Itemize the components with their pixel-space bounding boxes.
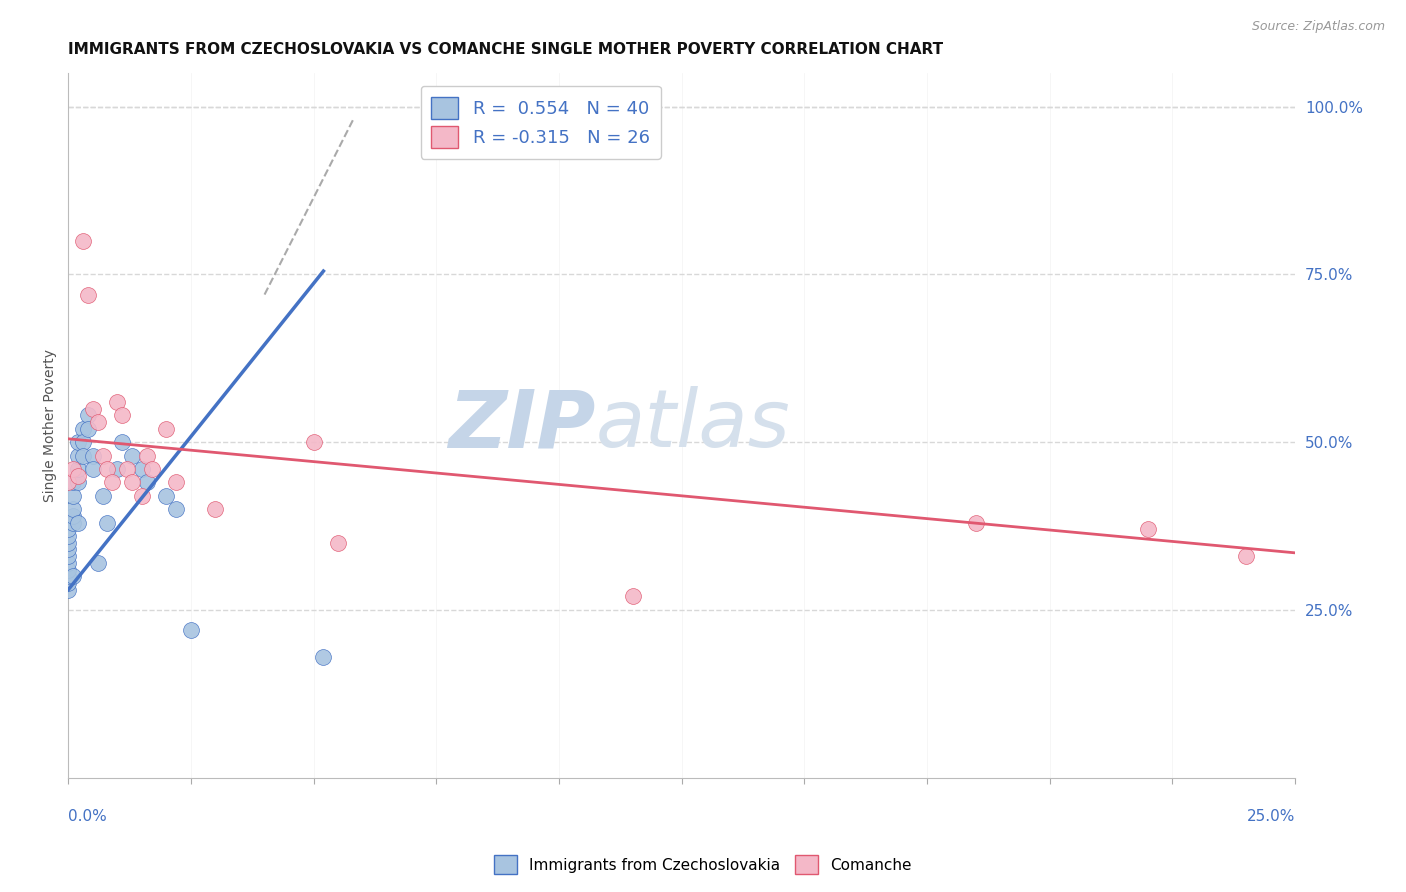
Point [204,502,226,516]
Point [62,475,84,490]
Text: IMMIGRANTS FROM CZECHOSLOVAKIA VS COMANCHE SINGLE MOTHER POVERTY CORRELATION CHA: IMMIGRANTS FROM CZECHOSLOVAKIA VS COMANC… [69,42,943,57]
Point [76,409,98,423]
Point [180,623,202,637]
Point [62,569,84,583]
Point [67,462,90,476]
Text: ZIP: ZIP [449,386,596,465]
Point [76,287,98,301]
Point [1234,549,1257,564]
Point [86,415,108,429]
Point [58,569,80,583]
Point [131,489,153,503]
Point [58,475,80,490]
Point [86,556,108,570]
Text: 0.0%: 0.0% [69,809,107,824]
Point [312,649,335,664]
Point [101,475,124,490]
Point [131,462,153,476]
Point [96,462,118,476]
Point [91,449,114,463]
Point [105,462,128,476]
Point [105,395,128,409]
Point [965,516,987,530]
Point [155,489,177,503]
Point [82,462,104,476]
Point [135,475,157,490]
Point [58,582,80,597]
Point [62,516,84,530]
Point [121,475,143,490]
Point [67,468,90,483]
Point [67,475,90,490]
Point [621,590,644,604]
Point [62,489,84,503]
Text: atlas: atlas [596,386,790,465]
Y-axis label: Single Mother Poverty: Single Mother Poverty [44,349,58,502]
Point [58,522,80,536]
Point [141,462,163,476]
Point [58,549,80,564]
Point [58,542,80,557]
Point [72,435,94,450]
Point [111,435,134,450]
Point [111,409,134,423]
Point [72,449,94,463]
Point [121,449,143,463]
Point [67,449,90,463]
Point [72,422,94,436]
Point [72,234,94,248]
Point [82,401,104,416]
Point [67,516,90,530]
Point [91,489,114,503]
Point [58,529,80,543]
Point [135,449,157,463]
Legend: R =  0.554   N = 40, R = -0.315   N = 26: R = 0.554 N = 40, R = -0.315 N = 26 [420,86,661,159]
Point [96,516,118,530]
Point [58,556,80,570]
Point [155,422,177,436]
Point [115,462,138,476]
Point [76,422,98,436]
Point [1136,522,1159,536]
Point [62,502,84,516]
Point [58,563,80,577]
Point [165,502,187,516]
Point [165,475,187,490]
Point [58,576,80,591]
Point [302,435,325,450]
Point [67,435,90,450]
Point [82,449,104,463]
Point [62,462,84,476]
Point [62,508,84,523]
Text: 25.0%: 25.0% [1247,809,1295,824]
Legend: Immigrants from Czechoslovakia, Comanche: Immigrants from Czechoslovakia, Comanche [488,849,918,880]
Point [58,536,80,550]
Point [328,536,350,550]
Text: Source: ZipAtlas.com: Source: ZipAtlas.com [1251,20,1385,33]
